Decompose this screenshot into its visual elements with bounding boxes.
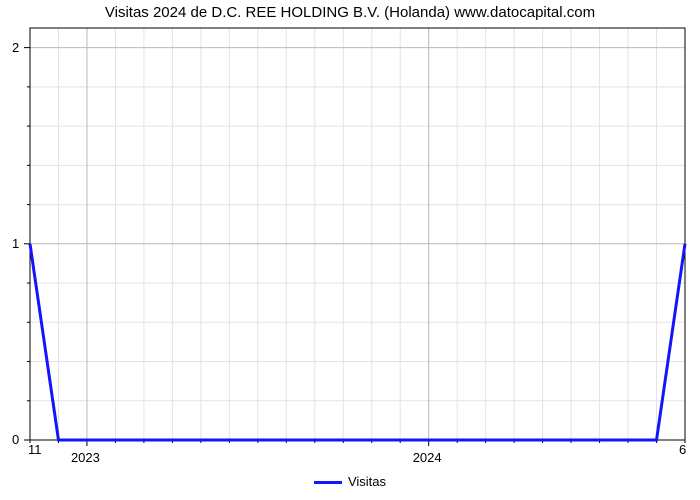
plot-svg (20, 18, 695, 450)
chart-container: Visitas 2024 de D.C. REE HOLDING B.V. (H… (0, 0, 700, 500)
x-tick-label-0: 2023 (71, 450, 100, 465)
corner-label-bottom-right: 6 (679, 442, 686, 457)
plot-area (30, 28, 685, 440)
y-tick-label-2: 2 (12, 40, 19, 55)
corner-label-bottom-left: 11 (28, 442, 42, 457)
y-tick-label-1: 1 (12, 236, 19, 251)
y-tick-label-0: 0 (12, 432, 19, 447)
x-tick-label-1: 2024 (413, 450, 442, 465)
legend-swatch (314, 481, 342, 484)
legend: Visitas (0, 474, 700, 489)
legend-label: Visitas (348, 474, 386, 489)
